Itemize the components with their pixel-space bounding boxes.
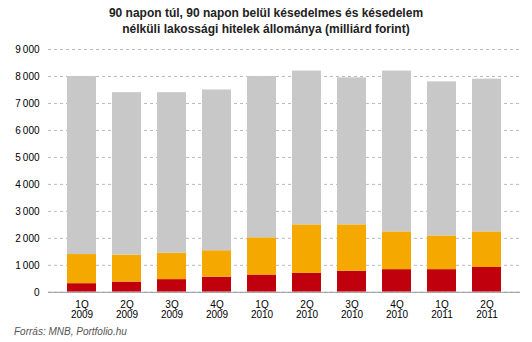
- svg-text:0: 0: [34, 287, 40, 298]
- svg-text:3 000: 3 000: [15, 206, 40, 217]
- svg-text:5 000: 5 000: [15, 152, 40, 163]
- html-text:90 napon túl, 90 napon belül k: 90 napon túl, 90 napon belül késedelmes …: [108, 6, 424, 36]
- svg-text:1 000: 1 000: [15, 260, 40, 271]
- svg-text:2Q2011: 2Q2011: [476, 300, 498, 321]
- svg-text:1Q2011: 1Q2011: [431, 300, 453, 321]
- svg-text:4Q2009: 4Q2009: [206, 300, 229, 321]
- svg-text:3Q2009: 3Q2009: [161, 300, 184, 321]
- svg-text:1Q2009: 1Q2009: [71, 300, 94, 321]
- svg-text:2Q2010: 2Q2010: [296, 300, 319, 321]
- svg-text:1Q2010: 1Q2010: [251, 300, 274, 321]
- svg-text:7 000: 7 000: [15, 98, 40, 109]
- svg-text:2Q2009: 2Q2009: [116, 300, 139, 321]
- svg-text:9 000: 9 000: [15, 44, 40, 55]
- svg-text:6 000: 6 000: [15, 125, 40, 136]
- svg-text:4 000: 4 000: [15, 179, 40, 190]
- svg-text:2 000: 2 000: [15, 233, 40, 244]
- html-text:Forrás: MNB, Portfolio.hu: Forrás: MNB, Portfolio.hu: [14, 326, 127, 337]
- svg-text:8 000: 8 000: [15, 71, 40, 82]
- svg-text:4Q2010: 4Q2010: [386, 300, 409, 321]
- svg-text:3Q2010: 3Q2010: [341, 300, 364, 321]
